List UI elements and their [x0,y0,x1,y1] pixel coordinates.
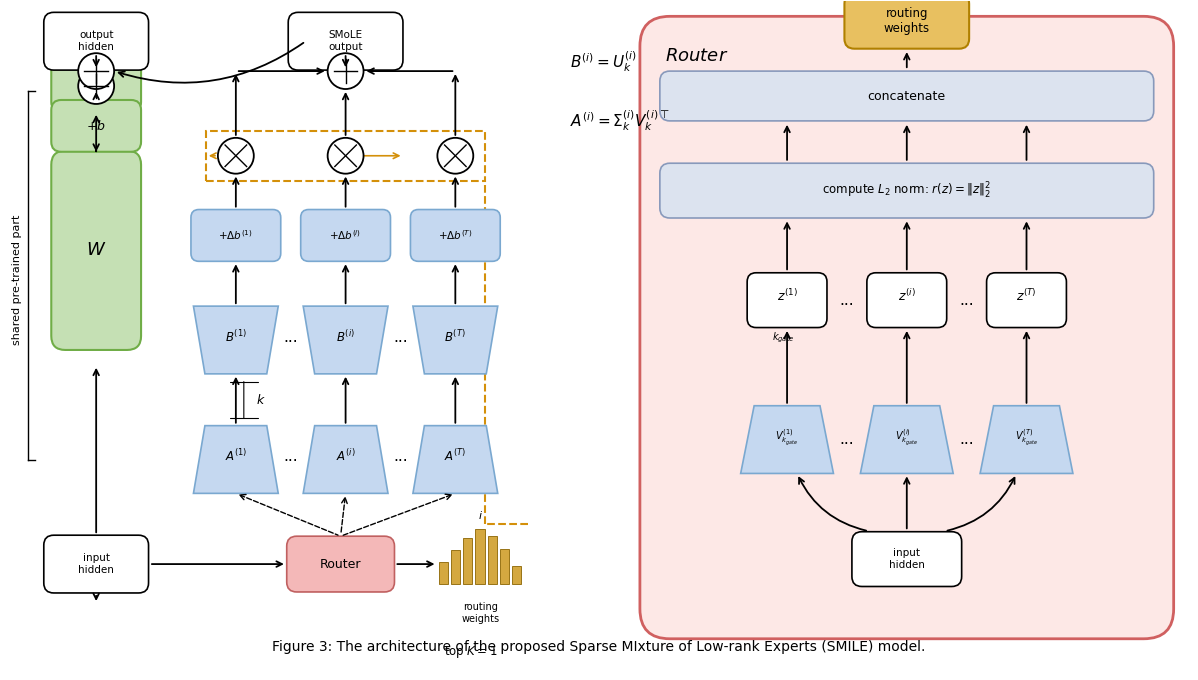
Bar [440,562,448,584]
Circle shape [327,53,363,89]
FancyBboxPatch shape [660,71,1154,121]
FancyBboxPatch shape [286,537,394,592]
Text: ...: ... [393,449,407,464]
Polygon shape [193,426,278,494]
Text: input
hidden: input hidden [889,548,925,570]
Text: $+b$: $+b$ [86,119,107,133]
Text: top $K = 1$: top $K = 1$ [443,644,497,660]
Polygon shape [980,406,1073,473]
Text: $+\Delta b^{(T)}$: $+\Delta b^{(T)}$ [438,228,473,242]
Text: ...: ... [840,292,854,307]
FancyBboxPatch shape [190,209,280,261]
Text: $B^{(1)}$: $B^{(1)}$ [225,329,247,345]
FancyBboxPatch shape [748,273,827,328]
Polygon shape [303,306,388,374]
Text: Figure 3: The architecture of the proposed Sparse MIxture of Low-rank Experts (S: Figure 3: The architecture of the propos… [272,640,926,653]
Text: routing
weights: routing weights [461,602,500,624]
Text: $A^{(i)}$: $A^{(i)}$ [335,449,356,464]
Polygon shape [860,406,954,473]
FancyBboxPatch shape [411,209,501,261]
Text: $+b$: $+b$ [86,79,107,93]
Text: ...: ... [840,432,854,447]
FancyBboxPatch shape [289,12,403,70]
FancyBboxPatch shape [867,273,946,328]
FancyBboxPatch shape [44,535,149,593]
FancyBboxPatch shape [987,273,1066,328]
Text: $V_{k_{gate}}^{(T)}$: $V_{k_{gate}}^{(T)}$ [1015,428,1039,447]
FancyBboxPatch shape [52,60,141,112]
Text: $\it{Router}$: $\it{Router}$ [665,47,728,65]
Text: $B^{(i)} = U_k^{(i)}$: $B^{(i)} = U_k^{(i)}$ [570,49,637,73]
Text: SMoLE
output: SMoLE output [328,31,363,52]
Text: compute $L_2$ norm: $r(z) = \|z\|_2^2$: compute $L_2$ norm: $r(z) = \|z\|_2^2$ [822,181,991,201]
FancyBboxPatch shape [852,532,962,586]
Text: routing
weights: routing weights [884,7,930,35]
Circle shape [78,68,114,104]
FancyBboxPatch shape [301,209,391,261]
Text: $A^{(i)} = \Sigma_k^{(i)} V_k^{(i)\top}$: $A^{(i)} = \Sigma_k^{(i)} V_k^{(i)\top}$ [570,109,670,133]
Polygon shape [740,406,834,473]
Text: input
hidden: input hidden [78,554,114,575]
Text: $A^{(1)}$: $A^{(1)}$ [224,449,247,464]
Circle shape [327,138,363,173]
Bar [464,538,472,584]
Text: $i$: $i$ [478,509,483,522]
Text: output
hidden: output hidden [78,31,114,52]
Polygon shape [413,306,497,374]
Text: $+\Delta b^{(1)}$: $+\Delta b^{(1)}$ [218,228,253,242]
FancyBboxPatch shape [44,12,149,70]
Text: $V_{k_{gate}}^{(i)}$: $V_{k_{gate}}^{(i)}$ [895,428,919,447]
Bar [206,131,485,181]
Bar [476,529,484,584]
FancyBboxPatch shape [52,100,141,152]
Text: ...: ... [393,330,407,345]
Polygon shape [303,426,388,494]
FancyBboxPatch shape [845,0,969,49]
Text: $B^{(i)}$: $B^{(i)}$ [337,329,355,345]
Text: ...: ... [960,432,974,447]
Polygon shape [193,306,278,374]
Bar [500,549,509,584]
Bar [488,537,497,584]
Text: $z^{(i)}$: $z^{(i)}$ [898,288,915,304]
Text: Router: Router [320,558,362,571]
Text: $A^{(T)}$: $A^{(T)}$ [444,449,466,464]
Text: ...: ... [284,449,298,464]
Text: $B^{(T)}$: $B^{(T)}$ [444,329,466,345]
FancyBboxPatch shape [640,16,1174,639]
Circle shape [437,138,473,173]
Text: $z^{(T)}$: $z^{(T)}$ [1016,288,1036,304]
FancyBboxPatch shape [52,151,141,350]
Text: concatenate: concatenate [867,90,946,103]
Text: $W$: $W$ [86,241,107,259]
Circle shape [78,53,114,89]
Text: shared pre-trained part: shared pre-trained part [12,215,23,345]
Text: $z^{(1)}$: $z^{(1)}$ [776,288,798,304]
Text: $k$: $k$ [256,393,266,407]
FancyBboxPatch shape [660,163,1154,218]
Text: $+\Delta b^{(i)}$: $+\Delta b^{(i)}$ [329,228,362,242]
Text: $V_{k_{gate}}^{(1)}$: $V_{k_{gate}}^{(1)}$ [775,428,799,447]
Bar [512,566,521,584]
Text: ...: ... [960,292,974,307]
Polygon shape [413,426,497,494]
Text: $k_{gate}$: $k_{gate}$ [772,330,794,345]
Circle shape [218,138,254,173]
Text: ...: ... [284,330,298,345]
Bar [452,550,460,584]
